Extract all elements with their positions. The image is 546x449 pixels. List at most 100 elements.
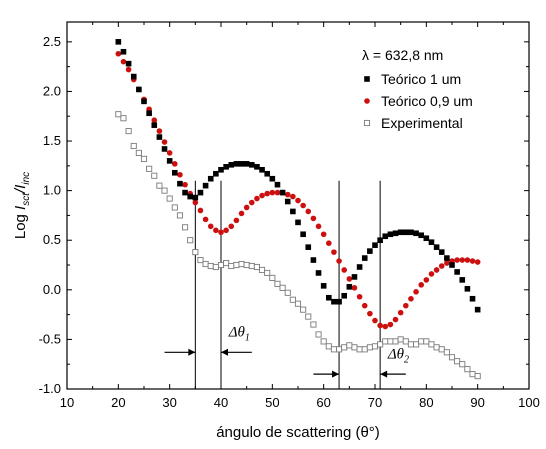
data-point xyxy=(407,341,414,348)
data-point xyxy=(331,298,337,305)
data-point xyxy=(363,119,371,127)
data-point xyxy=(428,341,435,348)
data-point xyxy=(182,224,189,231)
x-axis: 10 20 30 40 50 60 70 80 90 100 xyxy=(60,22,540,410)
data-point xyxy=(397,309,404,316)
y-tick-label: 1.5 xyxy=(43,133,61,148)
data-point xyxy=(264,170,270,177)
data-point xyxy=(377,341,384,348)
data-point xyxy=(156,182,163,189)
data-point xyxy=(274,181,281,188)
data-point xyxy=(202,182,209,189)
data-point xyxy=(290,193,296,200)
data-point xyxy=(448,354,456,361)
data-point xyxy=(259,266,266,274)
data-point xyxy=(233,217,240,224)
data-point xyxy=(284,289,291,296)
data-point xyxy=(140,155,148,162)
data-point xyxy=(387,231,394,238)
data-point xyxy=(218,229,224,236)
data-point xyxy=(474,259,481,265)
data-point xyxy=(356,346,363,353)
data-point xyxy=(228,262,235,270)
data-point xyxy=(248,262,255,270)
data-point xyxy=(213,170,219,177)
x-tick-label: 20 xyxy=(111,395,125,410)
data-point xyxy=(371,343,379,350)
delta-theta-1-label: Δθ1 xyxy=(228,324,250,343)
data-point xyxy=(428,271,435,277)
data-point xyxy=(392,230,399,237)
y-tick-label: 2.5 xyxy=(43,34,61,49)
data-point xyxy=(243,161,250,167)
data-point xyxy=(361,302,368,309)
data-point xyxy=(351,274,358,280)
data-point xyxy=(135,149,142,156)
arrow-head xyxy=(332,370,340,378)
data-point xyxy=(290,208,296,215)
data-point xyxy=(161,139,168,145)
data-point xyxy=(192,194,199,201)
data-point xyxy=(366,344,373,351)
data-point xyxy=(212,263,219,271)
data-point xyxy=(269,274,276,281)
data-point xyxy=(151,117,158,123)
data-point xyxy=(156,134,163,140)
data-point xyxy=(187,193,193,200)
data-point xyxy=(243,261,250,269)
data-point xyxy=(330,346,337,353)
x-tick-label: 30 xyxy=(162,395,176,410)
data-point xyxy=(310,321,317,328)
data-point xyxy=(254,164,260,170)
data-point xyxy=(161,146,168,152)
data-point xyxy=(403,229,409,236)
data-point xyxy=(469,371,476,378)
data-point xyxy=(187,237,194,244)
data-point xyxy=(202,260,209,268)
data-point xyxy=(433,344,440,351)
data-point xyxy=(243,204,250,211)
data-point xyxy=(259,192,265,199)
data-point xyxy=(166,150,173,156)
data-point xyxy=(176,212,183,219)
data-point xyxy=(249,162,255,168)
data-point xyxy=(264,269,271,276)
data-point xyxy=(192,199,199,206)
data-point xyxy=(156,128,163,134)
data-point xyxy=(346,284,353,290)
data-point xyxy=(166,195,173,202)
x-axis-title: ángulo de scattering (θ°) xyxy=(216,424,380,441)
data-point xyxy=(125,66,132,73)
data-point xyxy=(141,98,147,105)
data-point xyxy=(387,321,394,328)
data-point xyxy=(213,227,219,234)
y-tick-label: 0.0 xyxy=(43,282,61,297)
data-point xyxy=(408,295,414,302)
data-point xyxy=(223,259,230,267)
data-point xyxy=(459,257,466,263)
data-point xyxy=(269,189,276,196)
data-point xyxy=(469,295,476,302)
delta-annotations: Δθ1 Δθ2 xyxy=(164,324,409,378)
data-point xyxy=(367,310,373,317)
x-tick-label: 60 xyxy=(316,395,330,410)
data-point xyxy=(392,338,399,345)
arrow-head xyxy=(221,348,228,356)
data-point xyxy=(233,161,240,167)
data-point xyxy=(274,280,281,287)
data-point xyxy=(269,175,276,182)
data-point xyxy=(454,257,460,263)
data-point xyxy=(238,260,245,268)
data-point xyxy=(207,262,214,270)
data-point xyxy=(295,219,301,226)
y-tick-label: 0.5 xyxy=(43,232,61,247)
series-2 xyxy=(115,111,481,380)
data-point xyxy=(336,346,343,353)
arrow-right-2 xyxy=(313,370,340,378)
data-series xyxy=(115,39,481,380)
data-point xyxy=(166,158,173,164)
data-point xyxy=(367,248,373,254)
data-point xyxy=(254,195,260,202)
legend: λ = 632,8 nm Teórico 1 um Teórico 0,9 um E… xyxy=(362,47,473,131)
data-point xyxy=(228,162,235,168)
